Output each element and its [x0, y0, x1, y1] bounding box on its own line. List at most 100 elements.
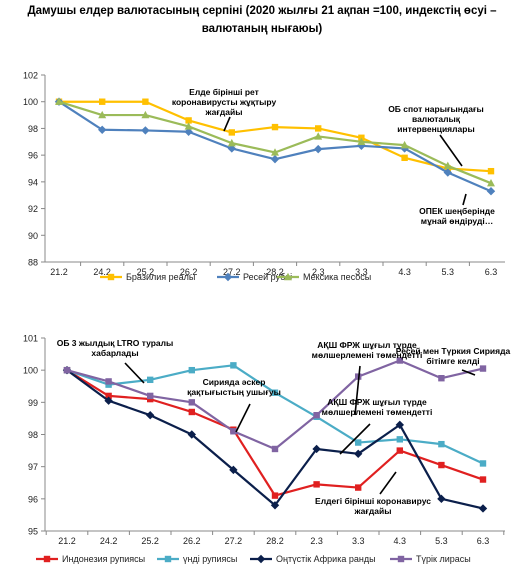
data-point	[184, 122, 193, 130]
annotation-leader	[462, 193, 467, 206]
x-tick-label: 4.3	[398, 267, 411, 277]
data-point	[270, 501, 280, 510]
x-tick-label: 28.2	[266, 536, 284, 546]
data-point	[314, 132, 323, 140]
data-point	[401, 154, 408, 162]
x-tick-label: 21.2	[58, 536, 76, 546]
x-tick-label: 6.3	[477, 536, 490, 546]
annotation-text: ОПЕК шеңберінде мұнай өндіруді…	[419, 206, 495, 226]
data-point	[396, 357, 403, 364]
x-tick-label: 5.3	[435, 536, 448, 546]
data-point	[438, 461, 445, 469]
x-tick-label: 27.2	[225, 536, 243, 546]
data-point	[98, 125, 107, 134]
data-point	[479, 365, 487, 372]
annotation-text: АҚШ ФРЖ шұғыл түрде мөлшерлемені төмендет…	[322, 397, 433, 417]
annotation-text: ОБ спот нарығындағы валюталық интервенциял…	[388, 104, 484, 134]
legend-label: Түрік лирасы	[416, 554, 471, 564]
y-tick-label: 99	[28, 398, 38, 408]
legend-marker	[256, 554, 266, 564]
data-point	[395, 420, 404, 430]
data-point	[438, 440, 445, 448]
data-point	[313, 412, 320, 419]
data-point	[147, 392, 154, 400]
figure-title: Дамушы елдер валютасының серпіні (2020 ж…	[27, 5, 497, 35]
legend-label: Ресей рублі	[243, 272, 292, 282]
annotation-leader	[439, 134, 463, 167]
data-point	[105, 392, 112, 400]
data-point	[271, 492, 279, 499]
x-tick-label: 26.2	[180, 267, 198, 277]
data-point	[184, 127, 193, 136]
series-4	[63, 357, 487, 453]
x-tick-label: 4.3	[394, 536, 407, 546]
data-point	[271, 389, 279, 396]
legend-label: Индонезия рупиясы	[62, 554, 145, 564]
legend-marker	[164, 555, 172, 563]
legend-marker	[223, 272, 233, 282]
data-point	[354, 449, 363, 458]
data-point	[271, 445, 279, 453]
data-point	[147, 395, 154, 403]
y-tick-label: 88	[28, 258, 38, 268]
data-point	[142, 98, 149, 105]
data-point	[479, 460, 487, 467]
data-point	[355, 484, 362, 491]
annotation-text: Елде бірінші рет коронавирусты жұқтыру жағ…	[172, 87, 277, 117]
data-point	[312, 444, 321, 454]
data-point	[146, 411, 155, 420]
y-tick-label: 96	[28, 494, 38, 504]
x-tick-label: 27.2	[223, 267, 241, 277]
legend-label: Оңтүстік Африка ранды	[276, 554, 376, 564]
x-tick-label: 24.2	[93, 267, 111, 277]
y-tick-label: 95	[28, 527, 38, 537]
x-tick-label: 6.3	[485, 267, 498, 277]
x-tick-label: 2.3	[312, 267, 325, 277]
legend-marker	[284, 272, 292, 281]
y-tick-label: 98	[28, 430, 38, 440]
data-point	[228, 129, 235, 136]
data-point	[486, 187, 496, 196]
data-point	[357, 137, 366, 145]
data-point	[55, 97, 63, 105]
x-tick-label: 25.2	[137, 267, 155, 277]
chart-1: 88 90 92 94 96 98 100 102 21.2 24.2 25.2 26.2 27.2 28…	[23, 71, 505, 282]
data-point	[104, 396, 113, 405]
legend-marker	[43, 555, 51, 563]
data-point	[230, 428, 237, 435]
annotation-leader	[354, 365, 361, 416]
data-point	[487, 167, 495, 175]
annotation-leader	[379, 471, 397, 495]
annotation-text: Елдегі бірінші коронавирус жағдайы	[315, 496, 431, 516]
data-point	[271, 123, 279, 131]
data-point	[479, 476, 487, 483]
legend-label: үнді рупиясы	[183, 554, 237, 564]
legend-marker	[397, 555, 405, 563]
y-tick-label: 97	[28, 462, 38, 472]
y-tick-label: 90	[28, 231, 38, 241]
data-point	[396, 447, 403, 454]
annotation-leader	[339, 423, 371, 455]
y-tick-label: 98	[28, 124, 38, 134]
data-point	[227, 138, 236, 147]
data-point	[443, 168, 452, 177]
annotation-leader	[461, 369, 476, 376]
data-point	[315, 125, 322, 132]
y-tick-label: 101	[23, 334, 38, 344]
x-tick-label: 28.2	[266, 267, 284, 277]
x-tick-label: 26.2	[183, 536, 201, 546]
y-tick-label: 100	[23, 366, 38, 376]
data-point	[188, 366, 195, 374]
data-point	[437, 494, 446, 504]
data-point	[147, 376, 154, 384]
data-point	[396, 436, 403, 443]
data-point	[400, 140, 409, 149]
annotation-leader	[235, 403, 251, 433]
data-point	[188, 399, 195, 406]
annotation-leader	[223, 116, 231, 132]
data-point	[230, 362, 237, 369]
x-tick-label: 2.3	[310, 536, 323, 546]
data-point	[271, 148, 279, 156]
data-point	[229, 465, 238, 475]
